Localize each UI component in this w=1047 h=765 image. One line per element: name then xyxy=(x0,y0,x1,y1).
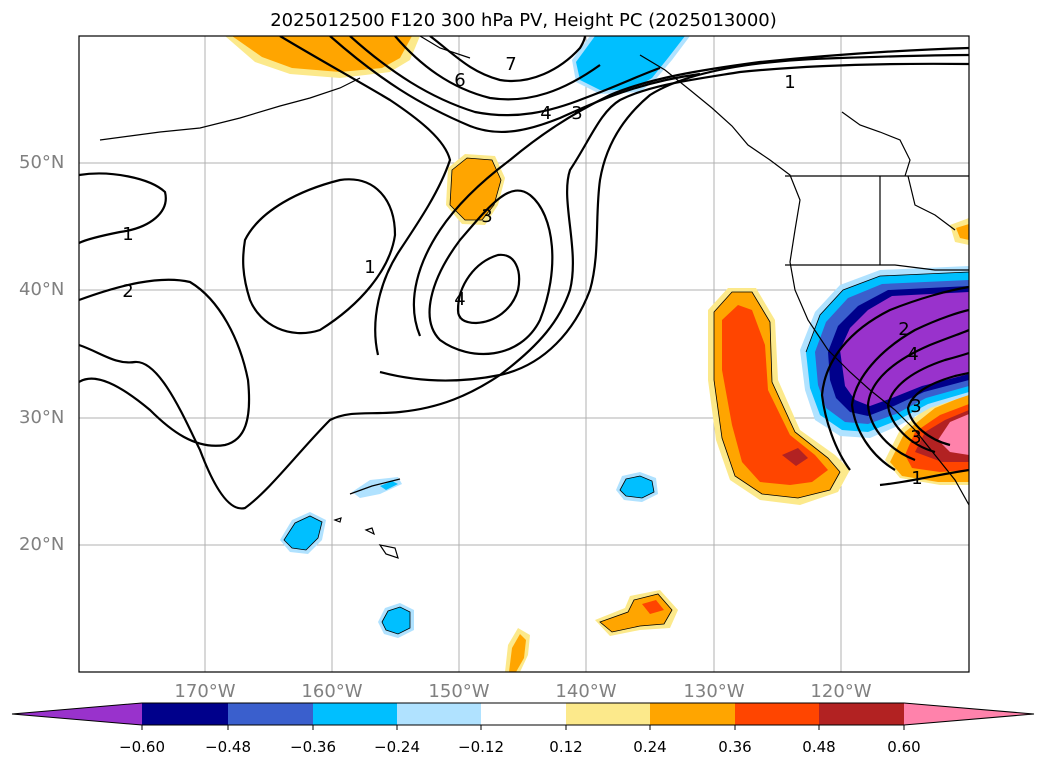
lon-label: 160°W xyxy=(301,681,363,702)
contour-label: 6 xyxy=(454,70,465,91)
contour-label: 1 xyxy=(122,224,133,245)
colorbar-swatch xyxy=(142,703,228,725)
pv-outline xyxy=(283,157,969,635)
pv-shading xyxy=(225,36,969,672)
colorbar-tick-label: −0.48 xyxy=(205,738,251,756)
coastlines xyxy=(99,36,969,559)
map-frame xyxy=(78,35,970,673)
contour-label: 3 xyxy=(910,427,921,448)
colorbar-swatch xyxy=(481,703,566,725)
graticule xyxy=(79,36,969,672)
lon-label: 140°W xyxy=(555,681,617,702)
lat-label: 40°N xyxy=(19,279,65,300)
lon-label: 130°W xyxy=(683,681,745,702)
colorbar-swatch xyxy=(650,703,735,725)
contour-label: 3 xyxy=(571,103,582,124)
colorbar-tick-label: 0.24 xyxy=(633,738,667,756)
lat-label: 30°N xyxy=(19,407,65,428)
colorbar-swatch xyxy=(735,703,819,725)
colorbar-tick-label: −0.12 xyxy=(458,738,504,756)
contour-label: 4 xyxy=(907,344,918,365)
colorbar-tick-label: 0.36 xyxy=(718,738,752,756)
map-title: 2025012500 F120 300 hPa PV, Height PC (2… xyxy=(270,10,777,31)
colorbar-swatch xyxy=(566,703,650,725)
contour-label: 4 xyxy=(454,289,465,310)
contour-label: 1 xyxy=(911,468,922,489)
contour-label: 2 xyxy=(122,281,133,302)
lat-label: 20°N xyxy=(19,534,65,555)
colorbar-tick-label: 0.48 xyxy=(802,738,836,756)
contour-label: 3 xyxy=(910,396,921,417)
colorbar-swatch xyxy=(313,703,397,725)
colorbar-swatch xyxy=(819,703,904,725)
contour-label: 1 xyxy=(364,257,375,278)
colorbar-extend-high xyxy=(904,703,1034,725)
contour-label: 2 xyxy=(898,319,909,340)
colorbar-tick-label: −0.36 xyxy=(290,738,336,756)
colorbar-tick-label: −0.24 xyxy=(374,738,420,756)
colorbar xyxy=(11,702,1035,730)
contour-labels: 6 7 4 3 1 3 1 4 1 2 2 4 3 1 3 xyxy=(122,54,922,489)
lat-label: 50°N xyxy=(19,152,65,173)
contour-label: 7 xyxy=(505,54,516,75)
colorbar-swatch xyxy=(228,703,313,725)
lon-label: 120°W xyxy=(810,681,872,702)
contour-label: 4 xyxy=(540,103,551,124)
colorbar-extend-low xyxy=(12,703,142,725)
colorbar-tick-label: 0.60 xyxy=(887,738,921,756)
height-contours xyxy=(79,36,969,510)
contour-label: 1 xyxy=(784,72,795,93)
contour-label: 3 xyxy=(481,206,492,227)
colorbar-tick-label: 0.12 xyxy=(549,738,583,756)
colorbar-tick-label: −0.60 xyxy=(119,738,165,756)
lon-label: 170°W xyxy=(174,681,236,702)
lon-label: 150°W xyxy=(428,681,490,702)
colorbar-swatch xyxy=(397,703,481,725)
